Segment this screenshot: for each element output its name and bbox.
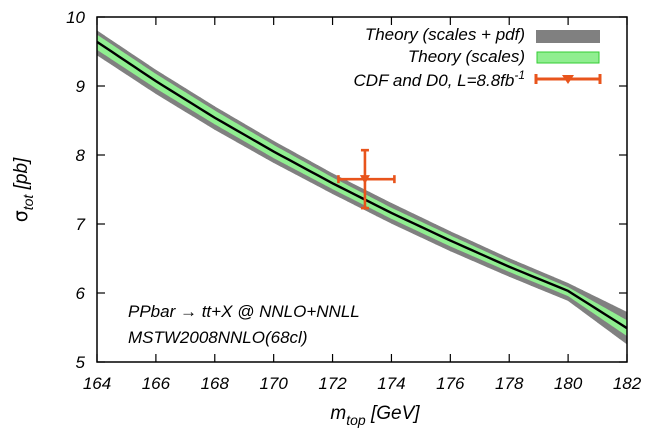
legend-swatch-scales-pdf bbox=[536, 30, 600, 43]
data-point-group bbox=[337, 148, 396, 210]
pdf-annotation: MSTW2008NNLO(68cl) bbox=[128, 328, 308, 347]
legend-data-marker bbox=[562, 75, 574, 84]
y-axis-ticks: 5 6 7 8 9 10 bbox=[66, 8, 627, 372]
legend-label-scales-pdf: Theory (scales + pdf) bbox=[365, 25, 525, 44]
x-tick-label: 170 bbox=[259, 374, 288, 393]
legend: Theory (scales + pdf) Theory (scales) CD… bbox=[354, 25, 602, 90]
x-axis-ticks: 164 166 168 170 172 174 176 178 180 182 bbox=[83, 17, 642, 393]
x-axis-label-main: m bbox=[330, 403, 346, 424]
x-tick-label: 164 bbox=[83, 374, 111, 393]
legend-label-data-sup: -1 bbox=[514, 68, 525, 82]
y-axis-label: σtot [pb] bbox=[10, 157, 36, 222]
x-axis-label-sub: top bbox=[346, 412, 366, 428]
x-tick-label: 168 bbox=[201, 374, 230, 393]
legend-label-scales: Theory (scales) bbox=[408, 47, 525, 66]
legend-swatch-scales bbox=[536, 51, 600, 64]
data-point-marker bbox=[359, 175, 370, 185]
x-tick-label: 174 bbox=[377, 374, 405, 393]
process-annotation: PPbar → tt+X @ NNLO+NNLL bbox=[128, 302, 360, 321]
x-tick-label: 176 bbox=[436, 374, 465, 393]
central-curve-group bbox=[96, 40, 628, 330]
y-tick-label: 5 bbox=[76, 353, 86, 372]
y-axis-label-sub: tot bbox=[20, 194, 36, 211]
x-axis-label: mtop [GeV] bbox=[330, 403, 420, 428]
x-tick-label: 172 bbox=[318, 374, 347, 393]
y-axis-label-main: σ bbox=[10, 210, 32, 222]
legend-label-data-main: CDF and D0, L=8.8fb bbox=[354, 71, 515, 90]
x-tick-label: 178 bbox=[495, 374, 524, 393]
legend-label-data: CDF and D0, L=8.8fb-1 bbox=[354, 68, 525, 90]
x-axis-label-unit: [GeV] bbox=[366, 403, 421, 424]
x-tick-label: 180 bbox=[554, 374, 583, 393]
x-tick-label: 182 bbox=[613, 374, 642, 393]
central-curve bbox=[96, 40, 628, 330]
y-tick-label: 7 bbox=[76, 215, 86, 234]
y-tick-label: 6 bbox=[76, 284, 86, 303]
y-axis-label-unit: [pb] bbox=[11, 157, 32, 195]
y-tick-label: 9 bbox=[76, 77, 86, 96]
plot-frame bbox=[96, 16, 628, 363]
y-tick-label: 8 bbox=[76, 146, 86, 165]
y-tick-label: 10 bbox=[66, 8, 85, 27]
x-tick-label: 166 bbox=[142, 374, 171, 393]
